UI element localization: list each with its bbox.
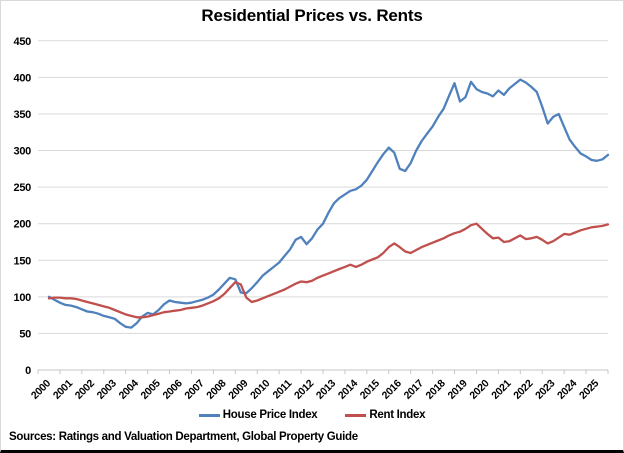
x-axis-label: 2014 (336, 377, 360, 401)
y-axis-label: 400 (14, 72, 32, 84)
y-axis-label: 150 (14, 255, 32, 267)
x-axis-label: 2004 (117, 377, 141, 401)
y-axis-label: 0 (25, 365, 31, 377)
x-axis-label: 2003 (95, 377, 119, 401)
x-axis-label: 2015 (358, 377, 382, 401)
x-axis-label: 2018 (424, 377, 448, 401)
x-axis-label: 2000 (29, 377, 53, 401)
y-axis-label: 100 (14, 292, 32, 304)
x-axis-label: 2019 (445, 377, 469, 401)
chart-title: Residential Prices vs. Rents (201, 6, 423, 25)
x-axis-label: 2020 (467, 377, 491, 401)
y-axis-label: 250 (14, 182, 32, 194)
legend-label-house-price: House Price Index (222, 409, 318, 421)
house-price-line-icon (198, 413, 220, 417)
x-axis-label: 2025 (577, 377, 601, 401)
x-axis-label: 2022 (511, 377, 535, 401)
y-axis-label: 200 (14, 219, 32, 231)
x-axis-label: 2023 (533, 377, 557, 401)
legend-label-rent: Rent Index (369, 409, 426, 421)
x-axis-label: 2011 (270, 377, 294, 401)
house-price-index-line (47, 78, 610, 329)
source-note: Sources: Ratings and Valuation Departmen… (9, 431, 358, 443)
x-axis-label: 2024 (555, 377, 579, 401)
y-axis-label: 50 (19, 328, 31, 340)
rent-line-icon (345, 413, 367, 417)
y-axis-label: 450 (14, 36, 32, 48)
legend-item-rent: Rent Index (345, 409, 426, 421)
x-axis-label: 2016 (380, 377, 404, 401)
x-axis-label: 2009 (226, 377, 250, 401)
x-axis-label: 2005 (139, 377, 163, 401)
legend-item-house-price: House Price Index (198, 409, 318, 421)
x-axis-label: 2012 (292, 377, 316, 401)
x-axis-label: 2021 (489, 377, 513, 401)
x-axis-label: 2010 (248, 377, 272, 401)
x-axis-label: 2006 (160, 377, 184, 401)
x-axis-label: 2017 (402, 377, 426, 401)
y-axis-label: 300 (14, 146, 32, 158)
x-axis-label: 2007 (182, 377, 206, 401)
y-axis-label: 350 (14, 109, 32, 121)
x-axis-label: 2008 (204, 377, 228, 401)
x-axis-label: 2001 (51, 377, 75, 401)
x-axis-label: 2013 (314, 377, 338, 401)
legend: House Price Index Rent Index (1, 409, 623, 421)
rent-index-line (47, 222, 610, 319)
x-axis-label: 2002 (73, 377, 97, 401)
